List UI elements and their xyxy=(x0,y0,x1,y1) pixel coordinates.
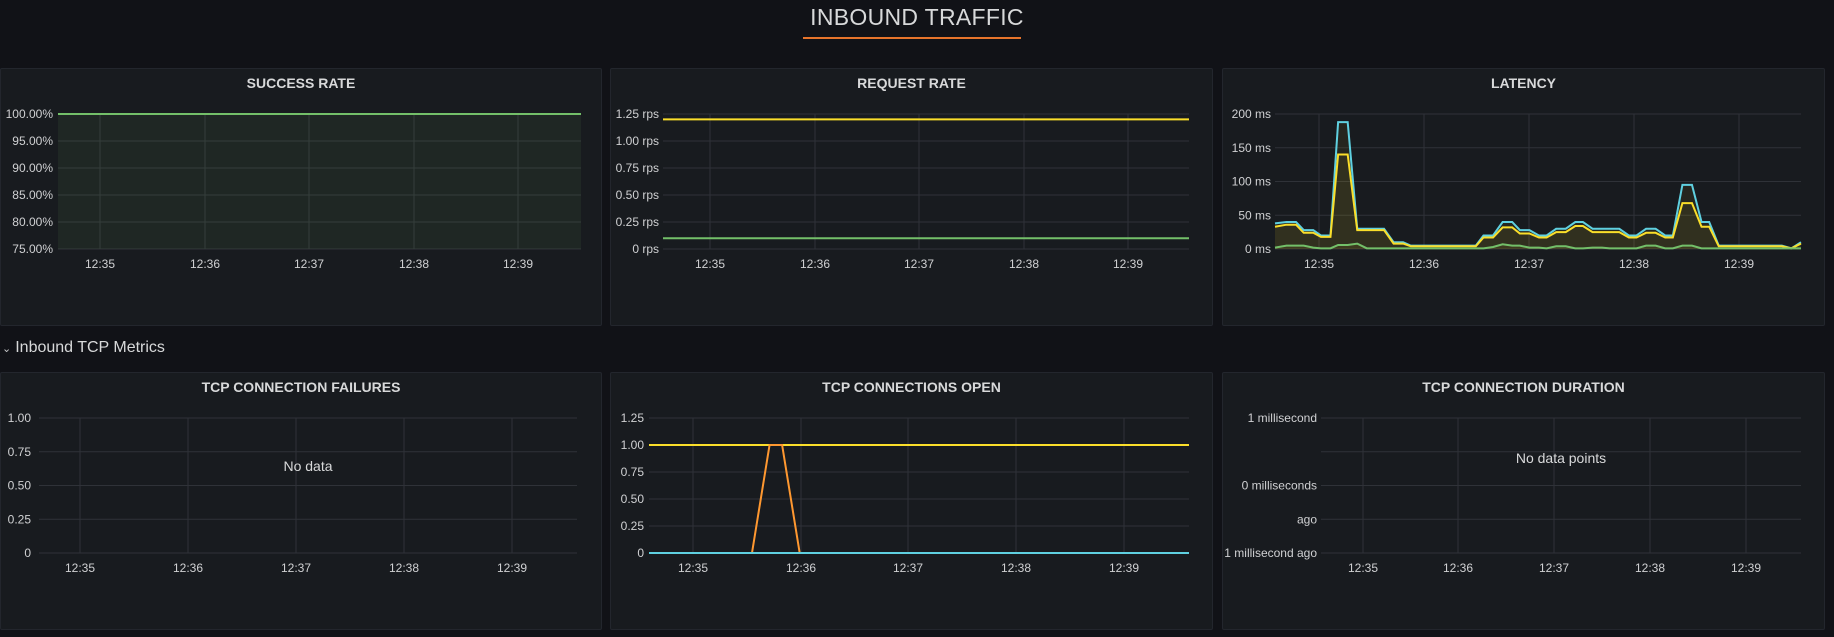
success-rate-chart: 75.00% 80.00% 85.00% 90.00% 95.00% 100.00% 12:… xyxy=(6,107,581,271)
x-tick-label: 12:39 xyxy=(497,561,527,575)
x-tick-label: 12:35 xyxy=(1304,257,1334,271)
x-tick-label: 12:35 xyxy=(1348,561,1378,575)
series-line xyxy=(1274,242,1801,250)
y-tick-label: 0.50 xyxy=(8,479,32,493)
y-tick-label: 0.50 rps xyxy=(616,188,659,202)
series-area xyxy=(1275,154,1801,249)
x-tick-label: 12:39 xyxy=(1731,561,1761,575)
panel-success-rate[interactable]: SUCCESS RATE 75.00% 80.00% 85.00% 90.00% 95.… xyxy=(0,68,602,326)
y-tick-label: 0 xyxy=(24,546,31,560)
series-area xyxy=(58,114,581,249)
y-tick-label: 0 ms xyxy=(1245,242,1271,256)
y-tick-label: 1.25 xyxy=(621,411,645,425)
y-tick-label: 50 ms xyxy=(1238,208,1271,222)
y-tick-label: 0.50 xyxy=(621,492,645,506)
y-tick-label: 0.75 xyxy=(8,445,32,459)
y-tick-label: 100 ms xyxy=(1232,175,1271,189)
x-tick-label: 12:36 xyxy=(1409,257,1439,271)
y-tick-label: 90.00% xyxy=(12,161,53,175)
panel-tcp-connections-open[interactable]: TCP CONNECTIONS OPEN 0 0.25 0.50 0.75 1.00 1.… xyxy=(610,372,1213,630)
panel-title[interactable]: LATENCY xyxy=(1490,75,1557,91)
x-tick-label: 12:39 xyxy=(1109,561,1139,575)
title-underline xyxy=(803,37,1021,39)
y-tick-label: 0 rps xyxy=(632,242,659,256)
panel-title[interactable]: TCP CONNECTION FAILURES xyxy=(201,379,401,395)
panel-request-rate[interactable]: REQUEST RATE 0 rps 0.25 rps 0.50 rps 0.75 r… xyxy=(610,68,1213,326)
series-line xyxy=(1274,153,1802,250)
x-tick-label: 12:37 xyxy=(893,561,923,575)
panel-title[interactable]: TCP CONNECTION DURATION xyxy=(1422,379,1625,395)
y-tick-label: 95.00% xyxy=(12,134,53,148)
x-tick-label: 12:37 xyxy=(1514,257,1544,271)
panel-tcp-connection-failures[interactable]: TCP CONNECTION FAILURES 0 0.25 0.50 0.75 1.0… xyxy=(0,372,602,630)
y-tick-label: 85.00% xyxy=(12,188,53,202)
x-tick-label: 12:38 xyxy=(389,561,419,575)
x-tick-label: 12:35 xyxy=(85,257,115,271)
y-tick-label: 0.25 xyxy=(8,512,32,526)
x-tick-label: 12:38 xyxy=(399,257,429,271)
x-tick-label: 12:38 xyxy=(1009,257,1039,271)
panel-tcp-connection-duration[interactable]: TCP CONNECTION DURATION 1 millisecond ag… xyxy=(1222,372,1825,630)
latency-chart: 0 ms 50 ms 100 ms 150 ms 200 ms 12:35 12:36 12:… xyxy=(1232,107,1802,271)
x-tick-label: 12:38 xyxy=(1001,561,1031,575)
dashboard-title: INBOUND TRAFFIC xyxy=(810,4,1024,30)
y-tick-label: 1 millisecond ago xyxy=(1224,546,1317,560)
x-tick-label: 12:36 xyxy=(800,257,830,271)
panel-title[interactable]: TCP CONNECTIONS OPEN xyxy=(822,379,1001,395)
row-toggle-inbound-tcp[interactable]: ⌄ Inbound TCP Metrics xyxy=(2,339,165,357)
x-tick-label: 12:37 xyxy=(1539,561,1569,575)
x-tick-label: 12:37 xyxy=(904,257,934,271)
tcp-duration-chart: 1 millisecond ago ago 0 milliseconds 1 mill… xyxy=(1224,411,1801,575)
y-tick-label: 1.00 rps xyxy=(616,134,659,148)
no-data-message: No data xyxy=(283,458,332,474)
y-tick-label: 0.25 xyxy=(621,519,645,533)
y-tick-label: 80.00% xyxy=(12,215,53,229)
series-line xyxy=(1274,121,1802,250)
x-tick-label: 12:39 xyxy=(1724,257,1754,271)
x-tick-label: 12:35 xyxy=(695,257,725,271)
tcp-open-chart: 0 0.25 0.50 0.75 1.00 1.25 12:35 12:36 12:37 12:3… xyxy=(621,411,1189,575)
x-tick-label: 12:37 xyxy=(294,257,324,271)
x-tick-label: 12:38 xyxy=(1619,257,1649,271)
y-tick-label: 1.00 xyxy=(621,438,645,452)
tcp-failures-chart: 0 0.25 0.50 0.75 1.00 12:35 12:36 12:37 12:38 12:… xyxy=(8,411,577,575)
x-tick-label: 12:36 xyxy=(786,561,816,575)
request-rate-chart: 0 rps 0.25 rps 0.50 rps 0.75 rps 1.00 rps 1.2… xyxy=(616,107,1189,271)
panel-latency[interactable]: LATENCY 0 ms 50 ms 100 ms 150 ms 200 ms 12:35… xyxy=(1222,68,1825,326)
y-tick-label: 75.00% xyxy=(12,242,53,256)
x-tick-label: 12:36 xyxy=(173,561,203,575)
y-tick-label: 1.25 rps xyxy=(616,107,659,121)
x-tick-label: 12:39 xyxy=(1113,257,1143,271)
y-tick-label: 1.00 xyxy=(8,411,32,425)
y-tick-label: ago xyxy=(1297,512,1317,526)
y-tick-label: 1 millisecond xyxy=(1248,411,1317,425)
panel-title[interactable]: REQUEST RATE xyxy=(857,75,966,91)
x-tick-label: 12:37 xyxy=(281,561,311,575)
panel-title[interactable]: SUCCESS RATE xyxy=(246,75,356,91)
x-tick-label: 12:36 xyxy=(190,257,220,271)
y-tick-label: 200 ms xyxy=(1232,107,1271,121)
x-tick-label: 12:38 xyxy=(1635,561,1665,575)
x-tick-label: 12:35 xyxy=(65,561,95,575)
y-tick-label: 150 ms xyxy=(1232,141,1271,155)
x-tick-label: 12:36 xyxy=(1443,561,1473,575)
y-tick-label: 0.25 rps xyxy=(616,215,659,229)
no-data-message: No data points xyxy=(1516,450,1606,466)
y-tick-label: 0 milliseconds xyxy=(1242,479,1317,493)
y-tick-label: 0.75 rps xyxy=(616,161,659,175)
row-title-text: Inbound TCP Metrics xyxy=(15,339,165,356)
x-tick-label: 12:35 xyxy=(678,561,708,575)
y-tick-label: 100.00% xyxy=(6,107,54,121)
x-tick-label: 12:39 xyxy=(503,257,533,271)
y-tick-label: 0 xyxy=(637,546,644,560)
y-tick-label: 0.75 xyxy=(621,465,645,479)
chevron-down-icon: ⌄ xyxy=(2,342,12,355)
